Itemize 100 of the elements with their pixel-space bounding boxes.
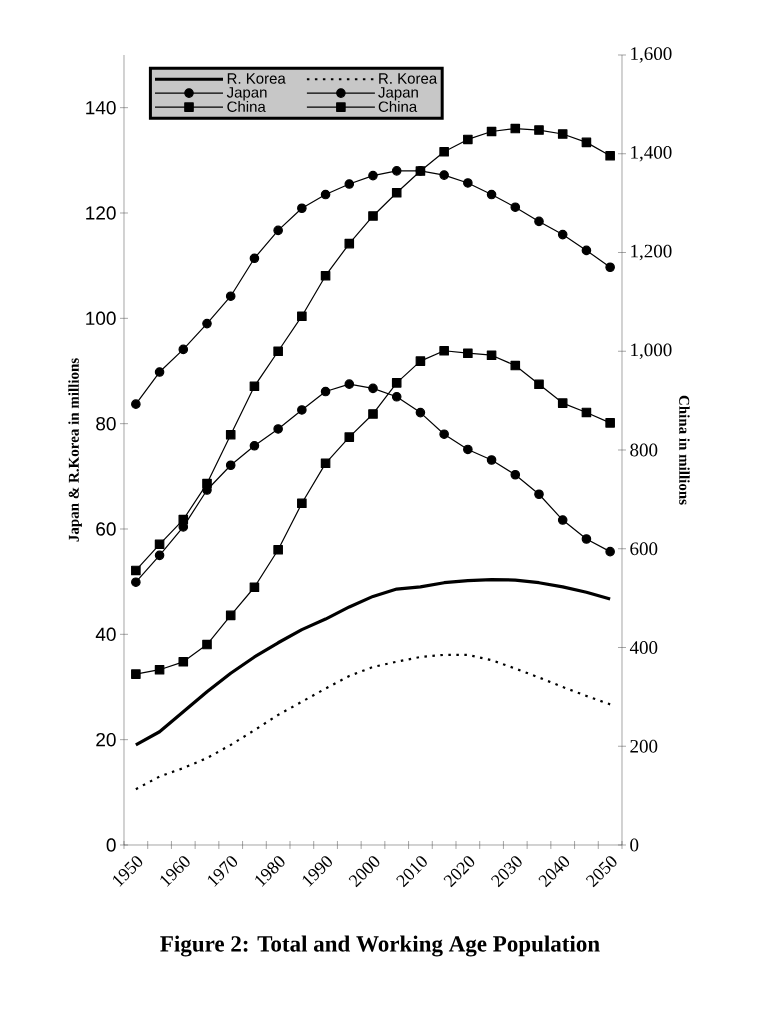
point bbox=[486, 455, 497, 465]
point bbox=[154, 539, 165, 550]
point bbox=[344, 179, 355, 189]
point bbox=[320, 386, 331, 397]
point bbox=[154, 367, 165, 377]
point bbox=[557, 129, 568, 139]
point bbox=[439, 170, 449, 180]
point bbox=[178, 514, 189, 525]
point bbox=[415, 356, 426, 366]
point bbox=[225, 429, 236, 440]
point bbox=[131, 399, 141, 409]
point bbox=[463, 348, 473, 359]
point bbox=[320, 270, 331, 281]
point bbox=[297, 311, 307, 321]
point bbox=[510, 469, 521, 480]
point bbox=[273, 225, 283, 236]
point bbox=[463, 134, 473, 145]
point bbox=[178, 344, 189, 355]
legend-label: Japan bbox=[378, 87, 418, 101]
point bbox=[439, 345, 449, 356]
point bbox=[344, 432, 355, 442]
point bbox=[463, 178, 473, 188]
point bbox=[273, 424, 283, 434]
point bbox=[557, 515, 568, 525]
point bbox=[557, 229, 568, 240]
point bbox=[202, 639, 212, 650]
point bbox=[320, 189, 331, 200]
y2-tick-label: 1,200 bbox=[631, 244, 672, 261]
legend-label: China bbox=[227, 100, 266, 112]
point bbox=[368, 383, 378, 394]
point bbox=[131, 669, 141, 679]
point bbox=[581, 534, 592, 544]
point bbox=[605, 262, 615, 273]
y-tick-label: 140 bbox=[86, 100, 116, 115]
y2-axis-title: China in millions bbox=[679, 395, 690, 505]
point bbox=[131, 577, 141, 587]
y-tick-label: 40 bbox=[95, 627, 116, 642]
y2-tick-label: 800 bbox=[630, 443, 658, 457]
point bbox=[510, 202, 521, 212]
point bbox=[320, 458, 331, 469]
point bbox=[273, 346, 283, 357]
point bbox=[202, 478, 212, 489]
point bbox=[605, 150, 615, 161]
y-tick-label: 20 bbox=[96, 732, 116, 747]
point bbox=[225, 460, 236, 471]
point bbox=[178, 657, 189, 667]
text: Figure 2: Total and Working Age Population bbox=[160, 935, 600, 957]
y2-tick-label: 600 bbox=[630, 542, 658, 556]
y2-tick-label: 0 bbox=[630, 838, 639, 852]
legend-label: R. Korea bbox=[227, 73, 286, 84]
y-tick-label: 0 bbox=[106, 838, 116, 852]
y-axis-title: Japan & R.Korea in millions bbox=[68, 358, 82, 542]
legend-label: R. Korea bbox=[379, 73, 438, 84]
point bbox=[344, 238, 355, 249]
point bbox=[510, 360, 521, 371]
point bbox=[297, 405, 307, 415]
y-tick-label: 100 bbox=[86, 311, 116, 326]
point bbox=[225, 291, 236, 302]
y2-tick-label: 200 bbox=[630, 739, 658, 753]
point bbox=[154, 664, 165, 675]
line-series bbox=[134, 577, 612, 747]
point bbox=[605, 546, 615, 557]
point bbox=[534, 216, 544, 227]
point bbox=[249, 440, 260, 451]
point bbox=[391, 187, 402, 198]
point bbox=[534, 489, 544, 500]
y2-tick-label: 1,000 bbox=[631, 343, 672, 360]
y2-tick-label: 400 bbox=[629, 641, 658, 654]
point bbox=[557, 398, 568, 408]
point bbox=[391, 392, 402, 402]
point bbox=[131, 565, 141, 576]
point bbox=[391, 378, 402, 388]
point bbox=[202, 318, 212, 329]
point bbox=[297, 203, 307, 214]
y-tick-label: 80 bbox=[96, 416, 116, 431]
point bbox=[368, 170, 378, 181]
y-tick-label: 60 bbox=[96, 522, 116, 536]
point bbox=[415, 407, 426, 418]
y2-tick-label: 1,400 bbox=[631, 145, 672, 162]
point bbox=[534, 379, 544, 390]
point bbox=[486, 189, 497, 200]
point bbox=[391, 166, 402, 176]
y2-tick-label: 1,600 bbox=[631, 47, 672, 63]
point bbox=[368, 409, 378, 419]
legend-label: China bbox=[378, 100, 418, 112]
point bbox=[225, 610, 236, 621]
point bbox=[534, 125, 544, 135]
point bbox=[605, 418, 615, 428]
y-tick-label: 120 bbox=[86, 206, 116, 220]
point bbox=[249, 253, 260, 264]
legend-label: Japan bbox=[226, 87, 267, 101]
point bbox=[439, 146, 449, 157]
point bbox=[581, 245, 592, 256]
point bbox=[510, 123, 521, 134]
point bbox=[273, 544, 283, 555]
point bbox=[154, 550, 165, 561]
point bbox=[463, 444, 473, 455]
point bbox=[368, 211, 378, 221]
point bbox=[249, 582, 260, 593]
point bbox=[297, 498, 307, 509]
